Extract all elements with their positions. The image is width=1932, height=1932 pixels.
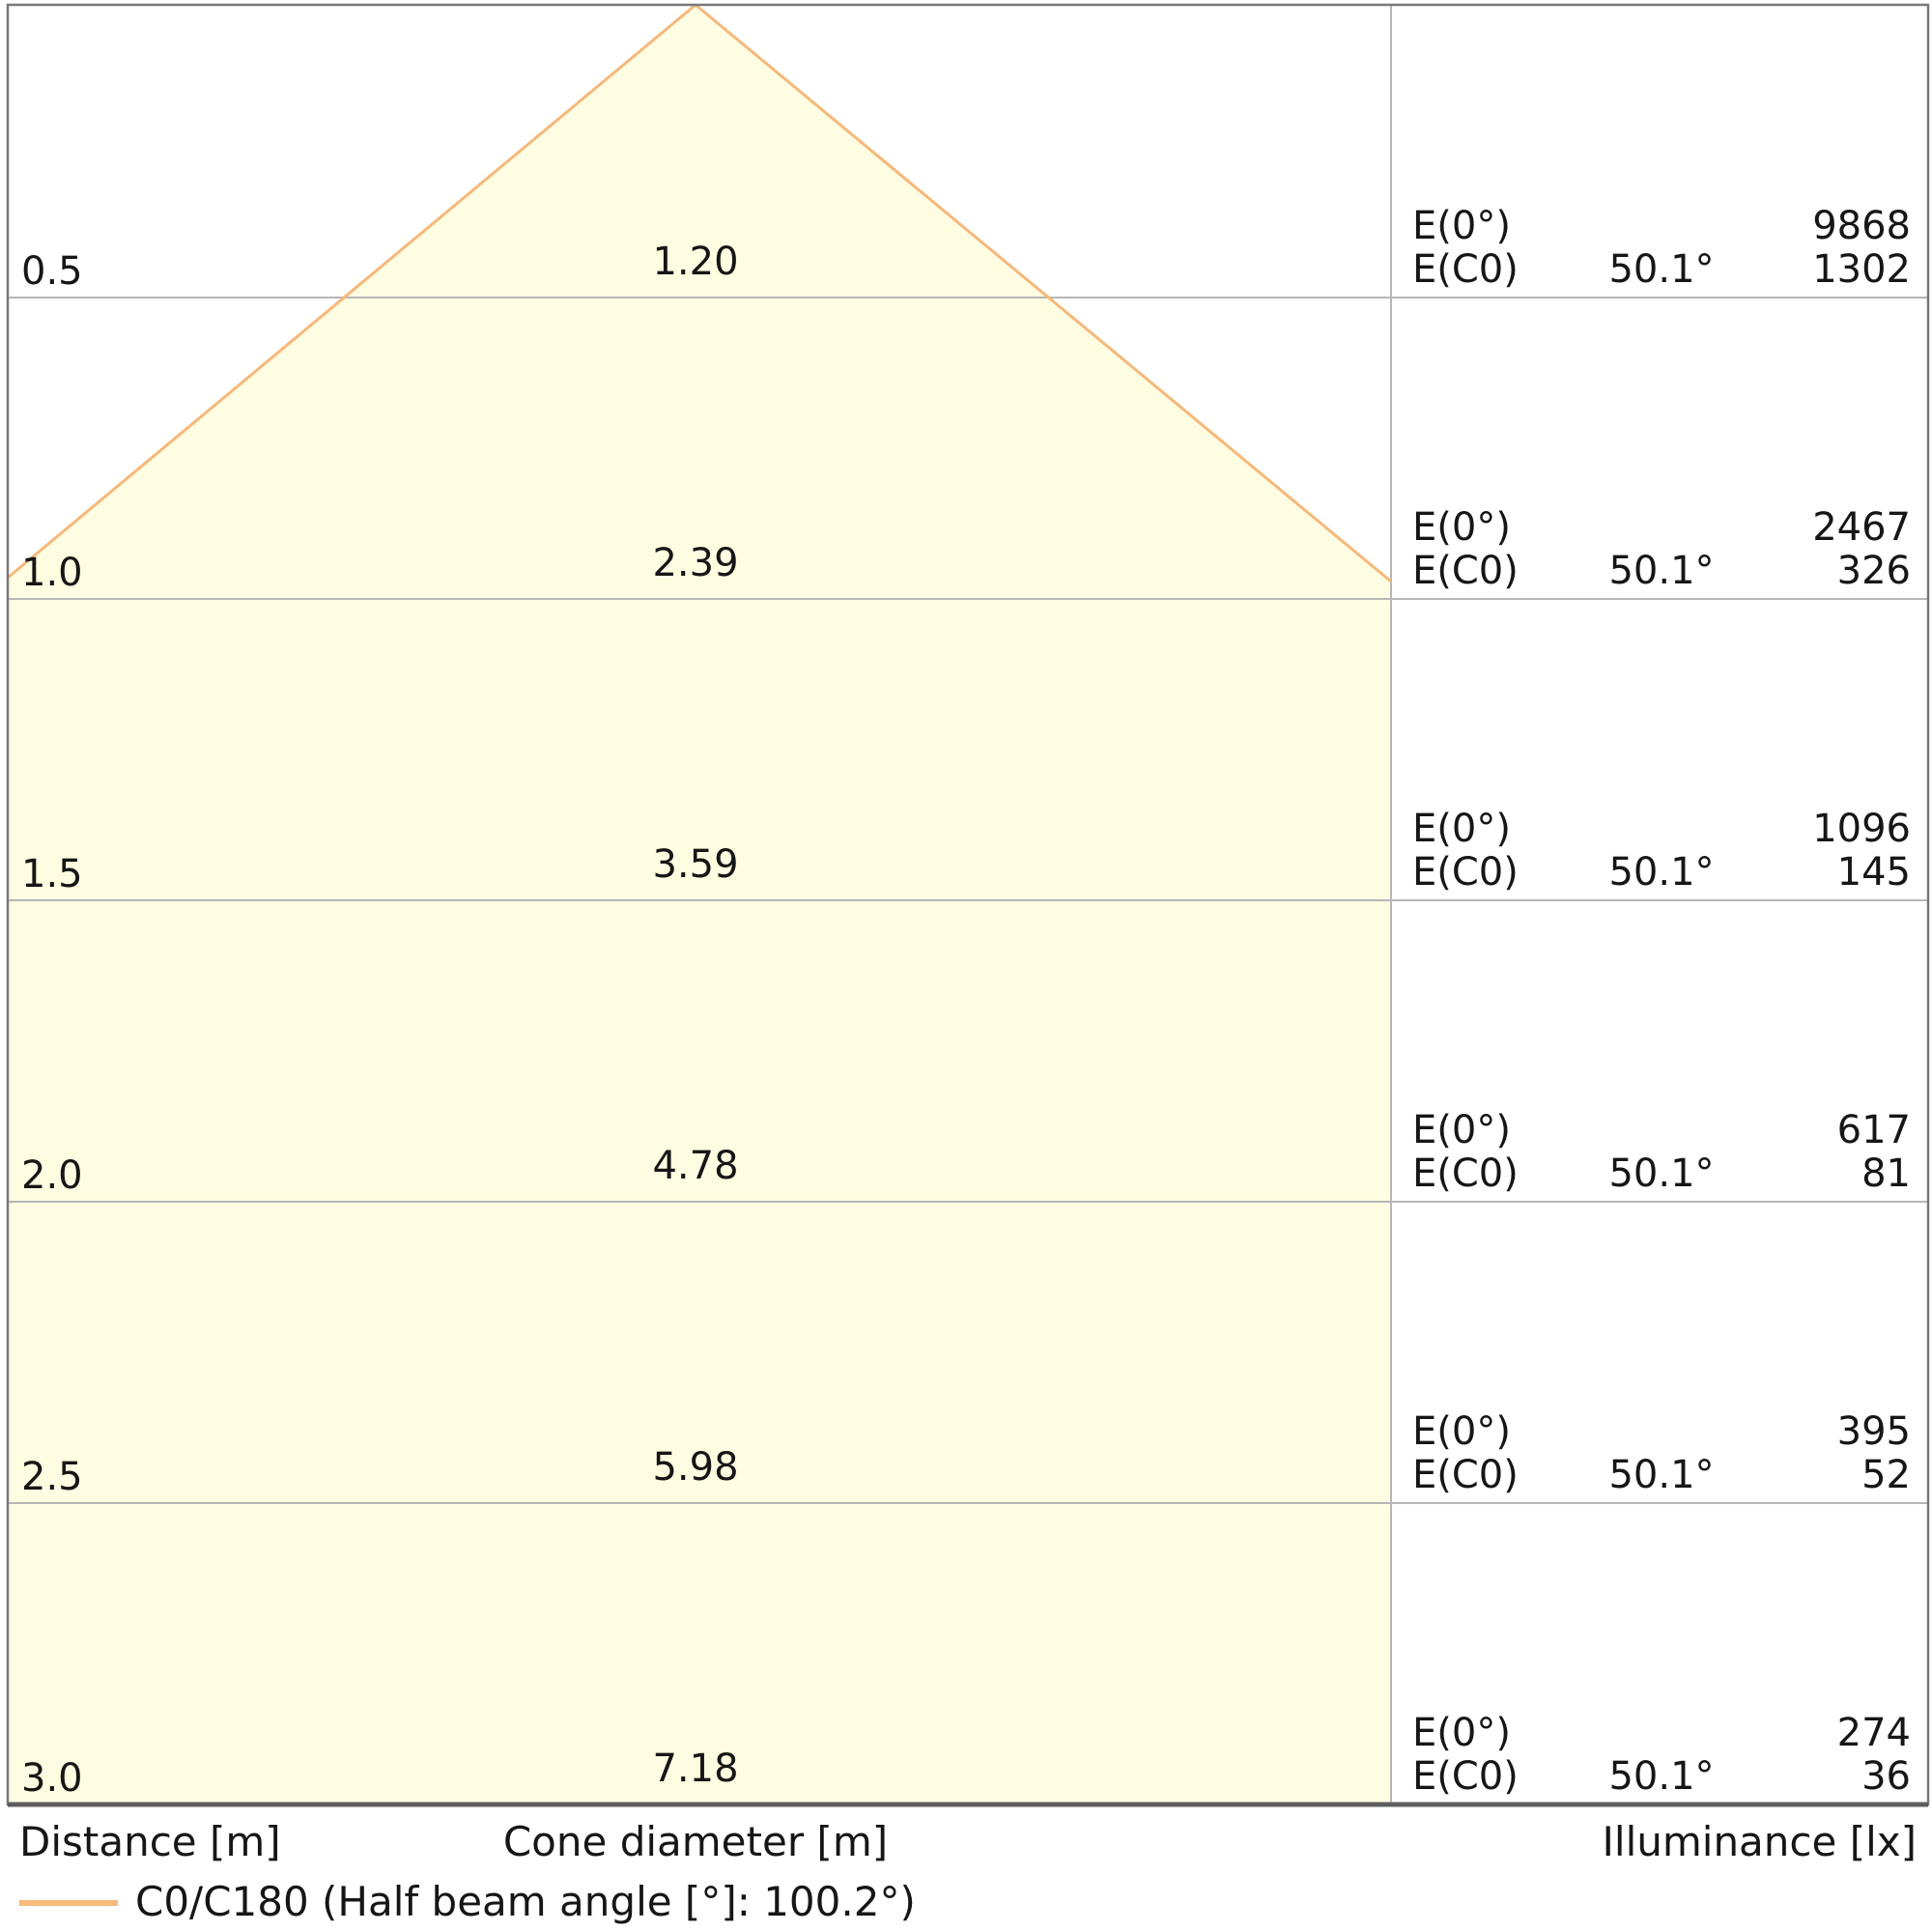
illuminance-block: E(0°) 617 E(C0) 50.1° 81 [1412, 1109, 1911, 1196]
distance-label: 2.5 [21, 1455, 83, 1499]
beam-edge-right-line [695, 3, 1392, 583]
e0-label: E(0°) [1412, 1409, 1511, 1454]
ec0-label: E(C0) [1412, 1754, 1519, 1799]
ec0-value: 326 [1836, 549, 1911, 593]
ec0-line: E(C0) 50.1° 326 [1412, 550, 1911, 593]
ec0-angle: 50.1° [1608, 247, 1715, 292]
distance-label: 2.0 [21, 1153, 83, 1198]
ec0-angle: 50.1° [1608, 1453, 1715, 1497]
legend-label: C0/C180 (Half beam angle [°]: 100.2°) [135, 1878, 916, 1925]
cone-diameter-value: 4.78 [652, 1144, 739, 1188]
e0-value: 2467 [1812, 505, 1911, 550]
distance-label: 0.5 [21, 249, 83, 294]
e0-line: E(0°) 395 [1412, 1410, 1911, 1454]
illuminance-block: E(0°) 9868 E(C0) 50.1° 1302 [1412, 205, 1911, 292]
cone-diameter-value: 7.18 [652, 1747, 739, 1791]
ec0-angle: 50.1° [1608, 1151, 1715, 1196]
ec0-label: E(C0) [1412, 1453, 1519, 1497]
e0-line: E(0°) 274 [1412, 1712, 1911, 1755]
ec0-value: 81 [1861, 1151, 1911, 1196]
ec0-label: E(C0) [1412, 850, 1519, 895]
ec0-label: E(C0) [1412, 549, 1519, 593]
ec0-angle: 50.1° [1608, 549, 1715, 593]
e0-line: E(0°) 9868 [1412, 205, 1911, 248]
e0-value: 9868 [1812, 204, 1911, 248]
light-cone-shape [8, 5, 1391, 1804]
axis-label-distance: Distance [m] [19, 1818, 281, 1865]
illuminance-block: E(0°) 395 E(C0) 50.1° 52 [1412, 1410, 1911, 1497]
illuminance-block: E(0°) 1096 E(C0) 50.1° 145 [1412, 808, 1911, 895]
e0-line: E(0°) 2467 [1412, 506, 1911, 550]
illuminance-block: E(0°) 274 E(C0) 50.1° 36 [1412, 1712, 1911, 1799]
ec0-value: 36 [1861, 1754, 1911, 1799]
ec0-line: E(C0) 50.1° 1302 [1412, 248, 1911, 292]
ec0-label: E(C0) [1412, 1151, 1519, 1196]
distance-label: 1.5 [21, 852, 83, 896]
e0-line: E(0°) 617 [1412, 1109, 1911, 1152]
e0-label: E(0°) [1412, 1711, 1511, 1755]
e0-line: E(0°) 1096 [1412, 808, 1911, 851]
beam-edge-left-line [7, 3, 696, 580]
ec0-label: E(C0) [1412, 247, 1519, 292]
ec0-angle: 50.1° [1608, 1754, 1715, 1799]
e0-label: E(0°) [1412, 807, 1511, 851]
e0-label: E(0°) [1412, 1108, 1511, 1152]
cone-diameter-value: 3.59 [652, 842, 739, 887]
ec0-line: E(C0) 50.1° 81 [1412, 1152, 1911, 1196]
axis-label-illuminance: Illuminance [lx] [1602, 1818, 1917, 1865]
ec0-value: 1302 [1812, 247, 1911, 292]
ec0-line: E(C0) 50.1° 36 [1412, 1755, 1911, 1799]
cone-diameter-value: 1.20 [652, 240, 739, 284]
e0-label: E(0°) [1412, 505, 1511, 550]
ec0-line: E(C0) 50.1° 145 [1412, 851, 1911, 895]
distance-label: 1.0 [21, 551, 83, 595]
cone-diameter-value: 2.39 [652, 541, 739, 585]
cone-diameter-value: 5.98 [652, 1445, 739, 1490]
e0-value: 617 [1836, 1108, 1911, 1152]
e0-value: 274 [1836, 1711, 1911, 1755]
e0-value: 1096 [1812, 807, 1911, 851]
e0-value: 395 [1836, 1409, 1911, 1454]
illuminance-block: E(0°) 2467 E(C0) 50.1° 326 [1412, 506, 1911, 593]
ec0-value: 145 [1836, 850, 1911, 895]
distance-label: 3.0 [21, 1756, 83, 1801]
ec0-angle: 50.1° [1608, 850, 1715, 895]
ec0-line: E(C0) 50.1° 52 [1412, 1454, 1911, 1497]
e0-label: E(0°) [1412, 204, 1511, 248]
axis-label-cone-diameter: Cone diameter [m] [502, 1818, 889, 1865]
ec0-value: 52 [1861, 1453, 1911, 1497]
